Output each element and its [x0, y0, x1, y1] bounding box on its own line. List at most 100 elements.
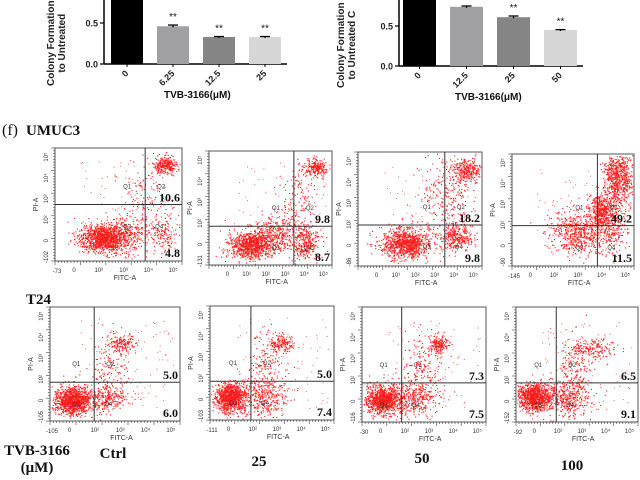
- y-tick-label: 10⁴: [198, 331, 205, 341]
- q2-percentage: 49.2: [611, 212, 632, 226]
- y-tick-label: 10²: [199, 374, 205, 383]
- cell-line-umuc3-title: UMUC3: [26, 123, 81, 139]
- y-axis-label: PI-A: [340, 357, 347, 371]
- quadrant-label-q2: Q2: [263, 361, 272, 367]
- q2-percentage: 5.0: [163, 368, 178, 382]
- quadrant-label-q1: Q1: [123, 185, 132, 191]
- flow-plot-t24-100: Q1 Q2 Q3 Q4 6.5 9.1 0 10² 10³ 10⁴ 10⁵ -92 FITC-A 0 10²…: [486, 301, 640, 455]
- quadrant-label-q4: Q4: [607, 246, 616, 252]
- x-tick-label: 10²: [248, 427, 257, 433]
- y-tick-label: 10³: [347, 199, 353, 208]
- q2-percentage: 5.0: [317, 367, 332, 381]
- x-tick-label: 0: [68, 428, 72, 434]
- x-tick-label: 0: [226, 272, 230, 278]
- y-tick-label: 0: [44, 238, 50, 242]
- significance-marker: **: [169, 12, 177, 23]
- quadrant-label-q2: Q2: [157, 185, 166, 191]
- x-tick-label: 10⁵: [166, 427, 176, 434]
- y-tick-label: 10²: [39, 375, 45, 384]
- q2-percentage: 9.8: [315, 212, 330, 226]
- quadrant-label-q4: Q4: [455, 245, 464, 251]
- y-tick-label: 10⁵: [198, 310, 205, 320]
- flow-plot-umuc3-100: Q1 Q2 Q3 Q4 49.2 11.5 0 10² 10³ 10⁴ 10⁵ -145 FITC-A 0…: [482, 148, 640, 299]
- scatter-points: [211, 317, 329, 420]
- x-tick-label: 10³: [574, 273, 583, 279]
- y-axis-label: PI-A: [187, 201, 194, 215]
- flow-plot-t24-ctrl: Q1 Q2 Q3 Q4 5.0 6.0 0 10² 10³ 10⁴ 10⁵ -105 FITC-A 0 10…: [20, 301, 186, 454]
- x-tick-label: 10³: [425, 429, 434, 435]
- x-tick-label: 10⁵: [625, 428, 635, 435]
- y-axis-label: PI-A: [188, 356, 195, 370]
- y-tick-label: 10²: [351, 376, 357, 385]
- y-tick-label: 10³: [501, 200, 507, 209]
- bar-25: [497, 17, 530, 66]
- q4-percentage: 7.5: [469, 407, 484, 421]
- x-tick-label: 0: [227, 427, 231, 433]
- x-tick-label: 10³: [119, 268, 128, 274]
- x-tick-label: 10⁴: [601, 428, 611, 435]
- quadrant-label-q2: Q2: [414, 363, 423, 369]
- x-tick-label: 10⁴: [297, 426, 307, 433]
- y-tick-label: 10⁵: [504, 311, 511, 321]
- y-tick-label: 10³: [39, 354, 45, 363]
- bar-chart-right: Colony Formation to Untreated C 0.0 0.5 0 1…: [320, 0, 640, 112]
- x-tick-label: 0: [379, 429, 383, 435]
- q4-percentage: 8.7: [315, 250, 330, 264]
- y-tick-label: 0.5: [380, 22, 393, 32]
- x-min-label: -111: [206, 428, 218, 434]
- significance-marker: **: [557, 17, 565, 28]
- quadrant-label-q4: Q4: [304, 246, 313, 252]
- dose-label-25: 25: [251, 454, 267, 470]
- x-tick-label: 10⁵: [321, 426, 331, 433]
- y-tick-label: 10²: [44, 215, 50, 224]
- quadrant-label-q4: Q4: [104, 402, 113, 408]
- quadrant-label-q2: Q2: [106, 362, 115, 368]
- flow-plot-umuc3-ctrl: Q1 Q2 Q3 Q4 10.6 4.8 0 10² 10³ 10⁴ 10⁵ -73 FITC-A 0 10…: [25, 142, 188, 294]
- y-tick-label: 0.0: [380, 62, 393, 72]
- y-min-label: -152: [505, 411, 511, 424]
- x-tick-label: 0: [72, 268, 76, 274]
- y-min-label: -90: [501, 257, 507, 266]
- quadrant-label-q4: Q4: [155, 225, 164, 231]
- flow-plot-svg: Q1 Q2 Q3 Q4 9.8 8.7 0 10¹ 10² 10³ 10⁴ 10⁵ FITC-A 0 10²…: [187, 150, 333, 286]
- y-axis-label: PI-A: [494, 357, 501, 371]
- flow-plot-svg: Q1 Q2 Q3 Q4 7.3 7.5 0 10² 10³ 10⁴ 10⁵ -30 FITC-A 0 10²…: [340, 306, 487, 443]
- y-tick-label: 0: [198, 242, 204, 246]
- x-tick-label: 12.5: [450, 70, 469, 89]
- x-tick-label: 10⁴: [449, 272, 459, 279]
- dose-label-100: 100: [560, 458, 584, 474]
- x-tick-label: 10⁴: [597, 272, 607, 279]
- y-tick-label: 10⁴: [38, 332, 45, 342]
- quadrant-label-q4: Q4: [566, 403, 575, 409]
- bar-25: [249, 36, 281, 64]
- quadrant-label-q1: Q1: [229, 361, 238, 367]
- x-tick-label: 10⁴: [300, 271, 310, 278]
- x-min-label: -92: [514, 430, 523, 436]
- x-tick-label: 10⁵: [473, 428, 483, 435]
- x-min-label: -73: [53, 269, 62, 275]
- significance-marker: **: [215, 24, 223, 35]
- q2-percentage: 6.5: [621, 369, 636, 383]
- scatter-points: [215, 155, 331, 265]
- scatter-points: [367, 153, 482, 265]
- bar-50: [544, 30, 577, 66]
- bar-0: [403, 0, 436, 66]
- x-tick-label: 10⁵: [621, 272, 631, 279]
- flow-plot-svg: Q1 Q2 Q3 Q4 49.2 11.5 0 10² 10³ 10⁴ 10⁵ -145 FITC-A 0…: [490, 153, 635, 287]
- y-tick-label: 10⁴: [500, 179, 507, 189]
- q4-percentage: 9.1: [621, 407, 636, 421]
- scatter-points: [530, 155, 634, 264]
- x-tick-label: 10²: [554, 429, 563, 435]
- y-tick-label: 10⁵: [350, 311, 357, 321]
- flow-plot-svg: Q1 Q2 Q3 Q4 18.2 9.8 0 10¹ 10² 10³ 10⁴ 10⁵ FITC-A 0 10…: [336, 151, 483, 287]
- quadrant-label-q3: Q3: [123, 225, 132, 231]
- x-tick-label: 0: [412, 70, 423, 81]
- flow-plot-t24-50: Q1 Q2 Q3 Q4 7.3 7.5 0 10² 10³ 10⁴ 10⁵ -30 FITC-A 0 10²…: [332, 301, 492, 455]
- bar-right-plot: 0.0 0.5 0 12.5 ** 25 ** 50: [380, 0, 583, 90]
- y-tick-label: 10⁵: [346, 156, 353, 166]
- y-tick-label: 0: [199, 397, 205, 401]
- quadrant-label-q4: Q4: [261, 401, 270, 407]
- flow-plot-svg: Q1 Q2 Q3 Q4 5.0 6.0 0 10² 10³ 10⁴ 10⁵ -105 FITC-A 0 10…: [28, 306, 181, 442]
- bar-left-plot: 0.0 0.5 0 ** 6.25 ** 12.5 ** 25: [85, 0, 287, 88]
- x-axis-label: FITC-A: [419, 436, 442, 443]
